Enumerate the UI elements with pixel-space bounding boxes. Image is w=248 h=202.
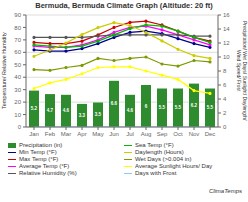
svg-text:6: 6: [145, 104, 148, 109]
html-text:Wet Days (>0.004 in): Wet Days (>0.004 in): [135, 156, 192, 162]
svg-text:Jan: Jan: [29, 131, 39, 137]
svg-text:Feb: Feb: [45, 131, 56, 137]
svg-text:4.7: 4.7: [47, 108, 54, 113]
html-text:Sea Temp (°F): Sea Temp (°F): [135, 142, 174, 148]
html-text:ClimaTemps: ClimaTemps: [208, 188, 242, 194]
html-text:Relative Humidity (%): Relative Humidity (%): [19, 170, 77, 176]
svg-text:6.2: 6.2: [191, 103, 198, 108]
svg-text:Dec: Dec: [205, 131, 216, 137]
svg-text:10: 10: [14, 112, 21, 118]
html-text:Min Temp (°F): Min Temp (°F): [19, 149, 57, 155]
svg-text:Oct: Oct: [173, 131, 183, 137]
svg-text:5.5: 5.5: [207, 105, 214, 110]
html-text:Precipitation/ Wet Days/ Sunli: Precipitation/ Wet Days/ Sunlight/ Dayle…: [236, 21, 248, 121]
svg-text:5.2: 5.2: [31, 106, 38, 111]
svg-text:0: 0: [223, 124, 227, 130]
svg-text:4: 4: [223, 96, 227, 102]
svg-text:2: 2: [223, 110, 227, 116]
svg-text:8: 8: [223, 68, 227, 74]
svg-text:5.5: 5.5: [159, 105, 166, 110]
svg-text:12: 12: [223, 40, 230, 46]
svg-text:16: 16: [223, 12, 230, 18]
svg-text:10: 10: [223, 54, 230, 60]
svg-text:Sep: Sep: [157, 131, 168, 137]
svg-text:Aug: Aug: [141, 131, 152, 137]
svg-text:60: 60: [14, 49, 21, 55]
svg-text:20: 20: [14, 99, 21, 105]
svg-text:14: 14: [223, 26, 230, 32]
svg-text:Apr: Apr: [77, 131, 86, 137]
html-text:Precipitation (in): Precipitation (in): [19, 142, 63, 148]
html-text:Days with Frost: Days with Frost: [135, 170, 177, 176]
svg-text:6: 6: [223, 82, 227, 88]
html-text:Temperature/ Relative Humidity: Temperature/ Relative Humidity: [1, 32, 7, 110]
svg-text:Jun: Jun: [109, 131, 119, 137]
svg-text:May: May: [92, 131, 103, 137]
html-text:Average Sunlight Hours/ Day: Average Sunlight Hours/ Day: [135, 163, 213, 169]
svg-text:70: 70: [14, 37, 21, 43]
html-text:Max Temp (°F): Max Temp (°F): [19, 156, 59, 162]
html-text:Daylength (Hours): Daylength (Hours): [135, 149, 184, 155]
svg-text:50: 50: [14, 62, 21, 68]
svg-text:6.6: 6.6: [111, 101, 118, 106]
svg-text:4.6: 4.6: [63, 108, 70, 113]
svg-text:80: 80: [14, 25, 21, 31]
svg-text:5.5: 5.5: [175, 105, 182, 110]
svg-text:4.6: 4.6: [127, 108, 134, 113]
svg-text:Mar: Mar: [61, 131, 71, 137]
svg-text:90: 90: [14, 12, 21, 18]
svg-text:30: 30: [14, 87, 21, 93]
svg-text:3.3: 3.3: [79, 113, 86, 118]
svg-text:3.5: 3.5: [95, 112, 102, 117]
html-text:Bermuda, Bermuda Climate Graph: Bermuda, Bermuda Climate Graph (Altitude…: [35, 1, 213, 10]
svg-text:Jul: Jul: [126, 131, 134, 137]
html-text:Average Temp (°F): Average Temp (°F): [19, 163, 70, 169]
svg-text:0: 0: [18, 124, 22, 130]
svg-text:Nov: Nov: [189, 131, 200, 137]
svg-text:40: 40: [14, 74, 21, 80]
